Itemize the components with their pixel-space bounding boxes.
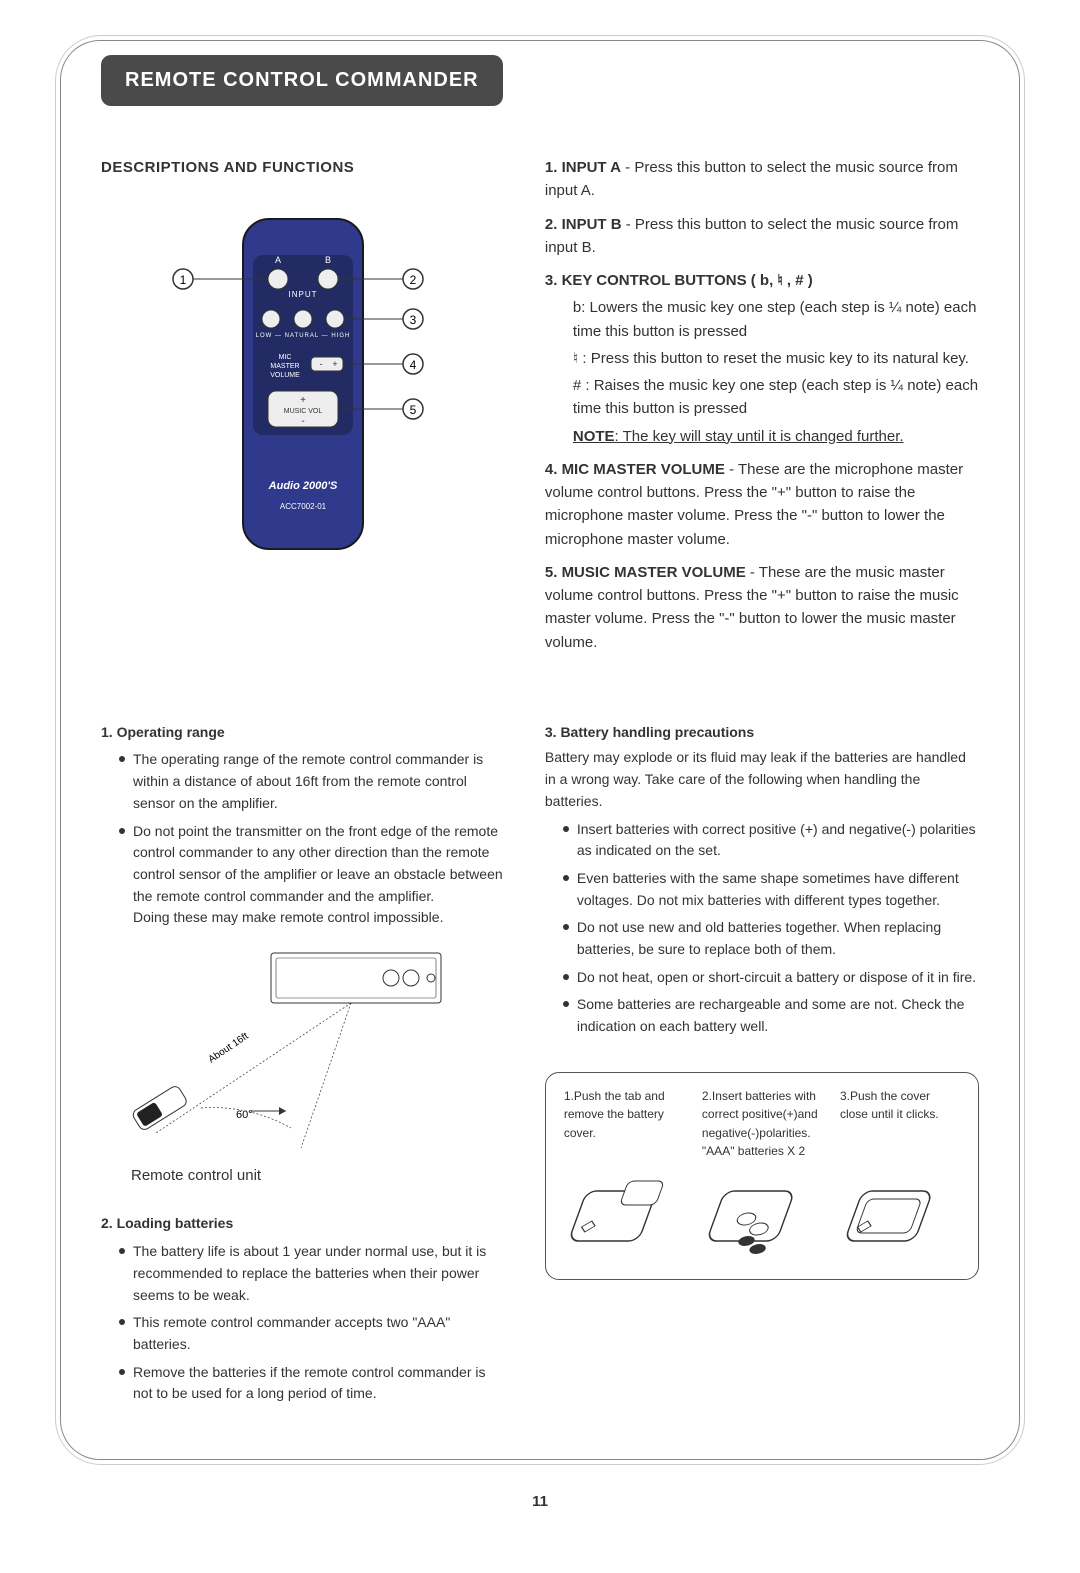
precautions-intro: Battery may explode or its fluid may lea… (545, 747, 979, 812)
svg-text:MASTER: MASTER (270, 363, 299, 370)
svg-text:-: - (301, 416, 304, 427)
svg-text:VOLUME: VOLUME (270, 372, 300, 379)
battery-step-3: 3.Push the cover close until it clicks. (840, 1087, 960, 1161)
list-item: Even batteries with the same shape somet… (563, 868, 979, 911)
svg-text:B: B (325, 255, 331, 265)
svg-text:2: 2 (410, 273, 417, 287)
key-flat: b: Lowers the music key one step (each s… (573, 296, 979, 343)
key-natural: ♮ : Press this button to reset the music… (573, 347, 979, 370)
svg-text:3: 3 (410, 313, 417, 327)
battery-illus-1 (564, 1171, 684, 1261)
key-note: NOTE: The key will stay until it is chan… (573, 425, 979, 448)
function-1: 1. INPUT A - Press this button to select… (545, 156, 979, 203)
list-item: Do not heat, open or short-circuit a bat… (563, 967, 979, 989)
page-frame: REMOTE CONTROL COMMANDER DESCRIPTIONS AN… (60, 40, 1020, 1460)
range-caption: Remote control unit (131, 1164, 505, 1187)
section-heading: DESCRIPTIONS AND FUNCTIONS (101, 156, 505, 179)
battery-step-2: 2.Insert batteries with correct positive… (702, 1087, 822, 1161)
page-number: 11 (60, 1490, 1020, 1513)
list-item: Remove the batteries if the remote contr… (119, 1362, 505, 1405)
svg-text:-: - (319, 359, 322, 369)
function-3: 3. KEY CONTROL BUTTONS ( b, ♮ , # ) b: L… (545, 269, 979, 448)
svg-text:60°: 60° (236, 1109, 253, 1121)
function-4: 4. MIC MASTER VOLUME - These are the mic… (545, 458, 979, 551)
list-item: Insert batteries with correct positive (… (563, 819, 979, 862)
svg-text:5: 5 (410, 403, 417, 417)
svg-text:ACC7002-01: ACC7002-01 (280, 502, 327, 511)
list-item: Some batteries are rechargeable and some… (563, 994, 979, 1037)
range-diagram: About 16ft 60° (101, 943, 461, 1153)
battery-illus-3 (840, 1171, 960, 1261)
loading-list: The battery life is about 1 year under n… (119, 1241, 505, 1405)
svg-text:LOW — NATURAL — HIGH: LOW — NATURAL — HIGH (256, 333, 351, 339)
precautions-title: 3. Battery handling precautions (545, 722, 979, 744)
battery-steps-box: 1.Push the tab and remove the battery co… (545, 1072, 979, 1280)
loading-title: 2. Loading batteries (101, 1213, 505, 1235)
svg-text:A: A (275, 255, 281, 265)
function-2: 2. INPUT B - Press this button to select… (545, 213, 979, 260)
svg-text:MUSIC VOL: MUSIC VOL (284, 408, 323, 415)
svg-text:4: 4 (410, 358, 417, 372)
list-item: The operating range of the remote contro… (119, 749, 505, 814)
list-item: Do not use new and old batteries togethe… (563, 917, 979, 960)
list-item: The battery life is about 1 year under n… (119, 1241, 505, 1306)
svg-text:+: + (300, 395, 306, 406)
list-item: This remote control commander accepts tw… (119, 1312, 505, 1355)
function-5: 5. MUSIC MASTER VOLUME - These are the m… (545, 561, 979, 654)
key-sharp: # : Raises the music key one step (each … (573, 374, 979, 421)
function-descriptions: 1. INPUT A - Press this button to select… (545, 156, 979, 654)
precautions-list: Insert batteries with correct positive (… (563, 819, 979, 1038)
battery-step-1: 1.Push the tab and remove the battery co… (564, 1087, 684, 1161)
svg-text:INPUT: INPUT (288, 290, 317, 299)
svg-text:+: + (332, 359, 337, 369)
battery-illus-2 (702, 1171, 822, 1261)
list-item: Do not point the transmitter on the fron… (119, 821, 505, 929)
svg-text:1: 1 (180, 273, 187, 287)
operating-range-title: 1. Operating range (101, 722, 505, 744)
svg-text:MIC: MIC (279, 354, 292, 361)
svg-text:Audio 2000'S: Audio 2000'S (268, 480, 338, 492)
remote-illustration: A B INPUT LOW — NATURAL — HIGH MIC MASTE… (153, 209, 453, 599)
svg-text:About 16ft: About 16ft (207, 1031, 251, 1066)
page-title-banner: REMOTE CONTROL COMMANDER (101, 55, 503, 106)
operating-range-list: The operating range of the remote contro… (119, 749, 505, 929)
